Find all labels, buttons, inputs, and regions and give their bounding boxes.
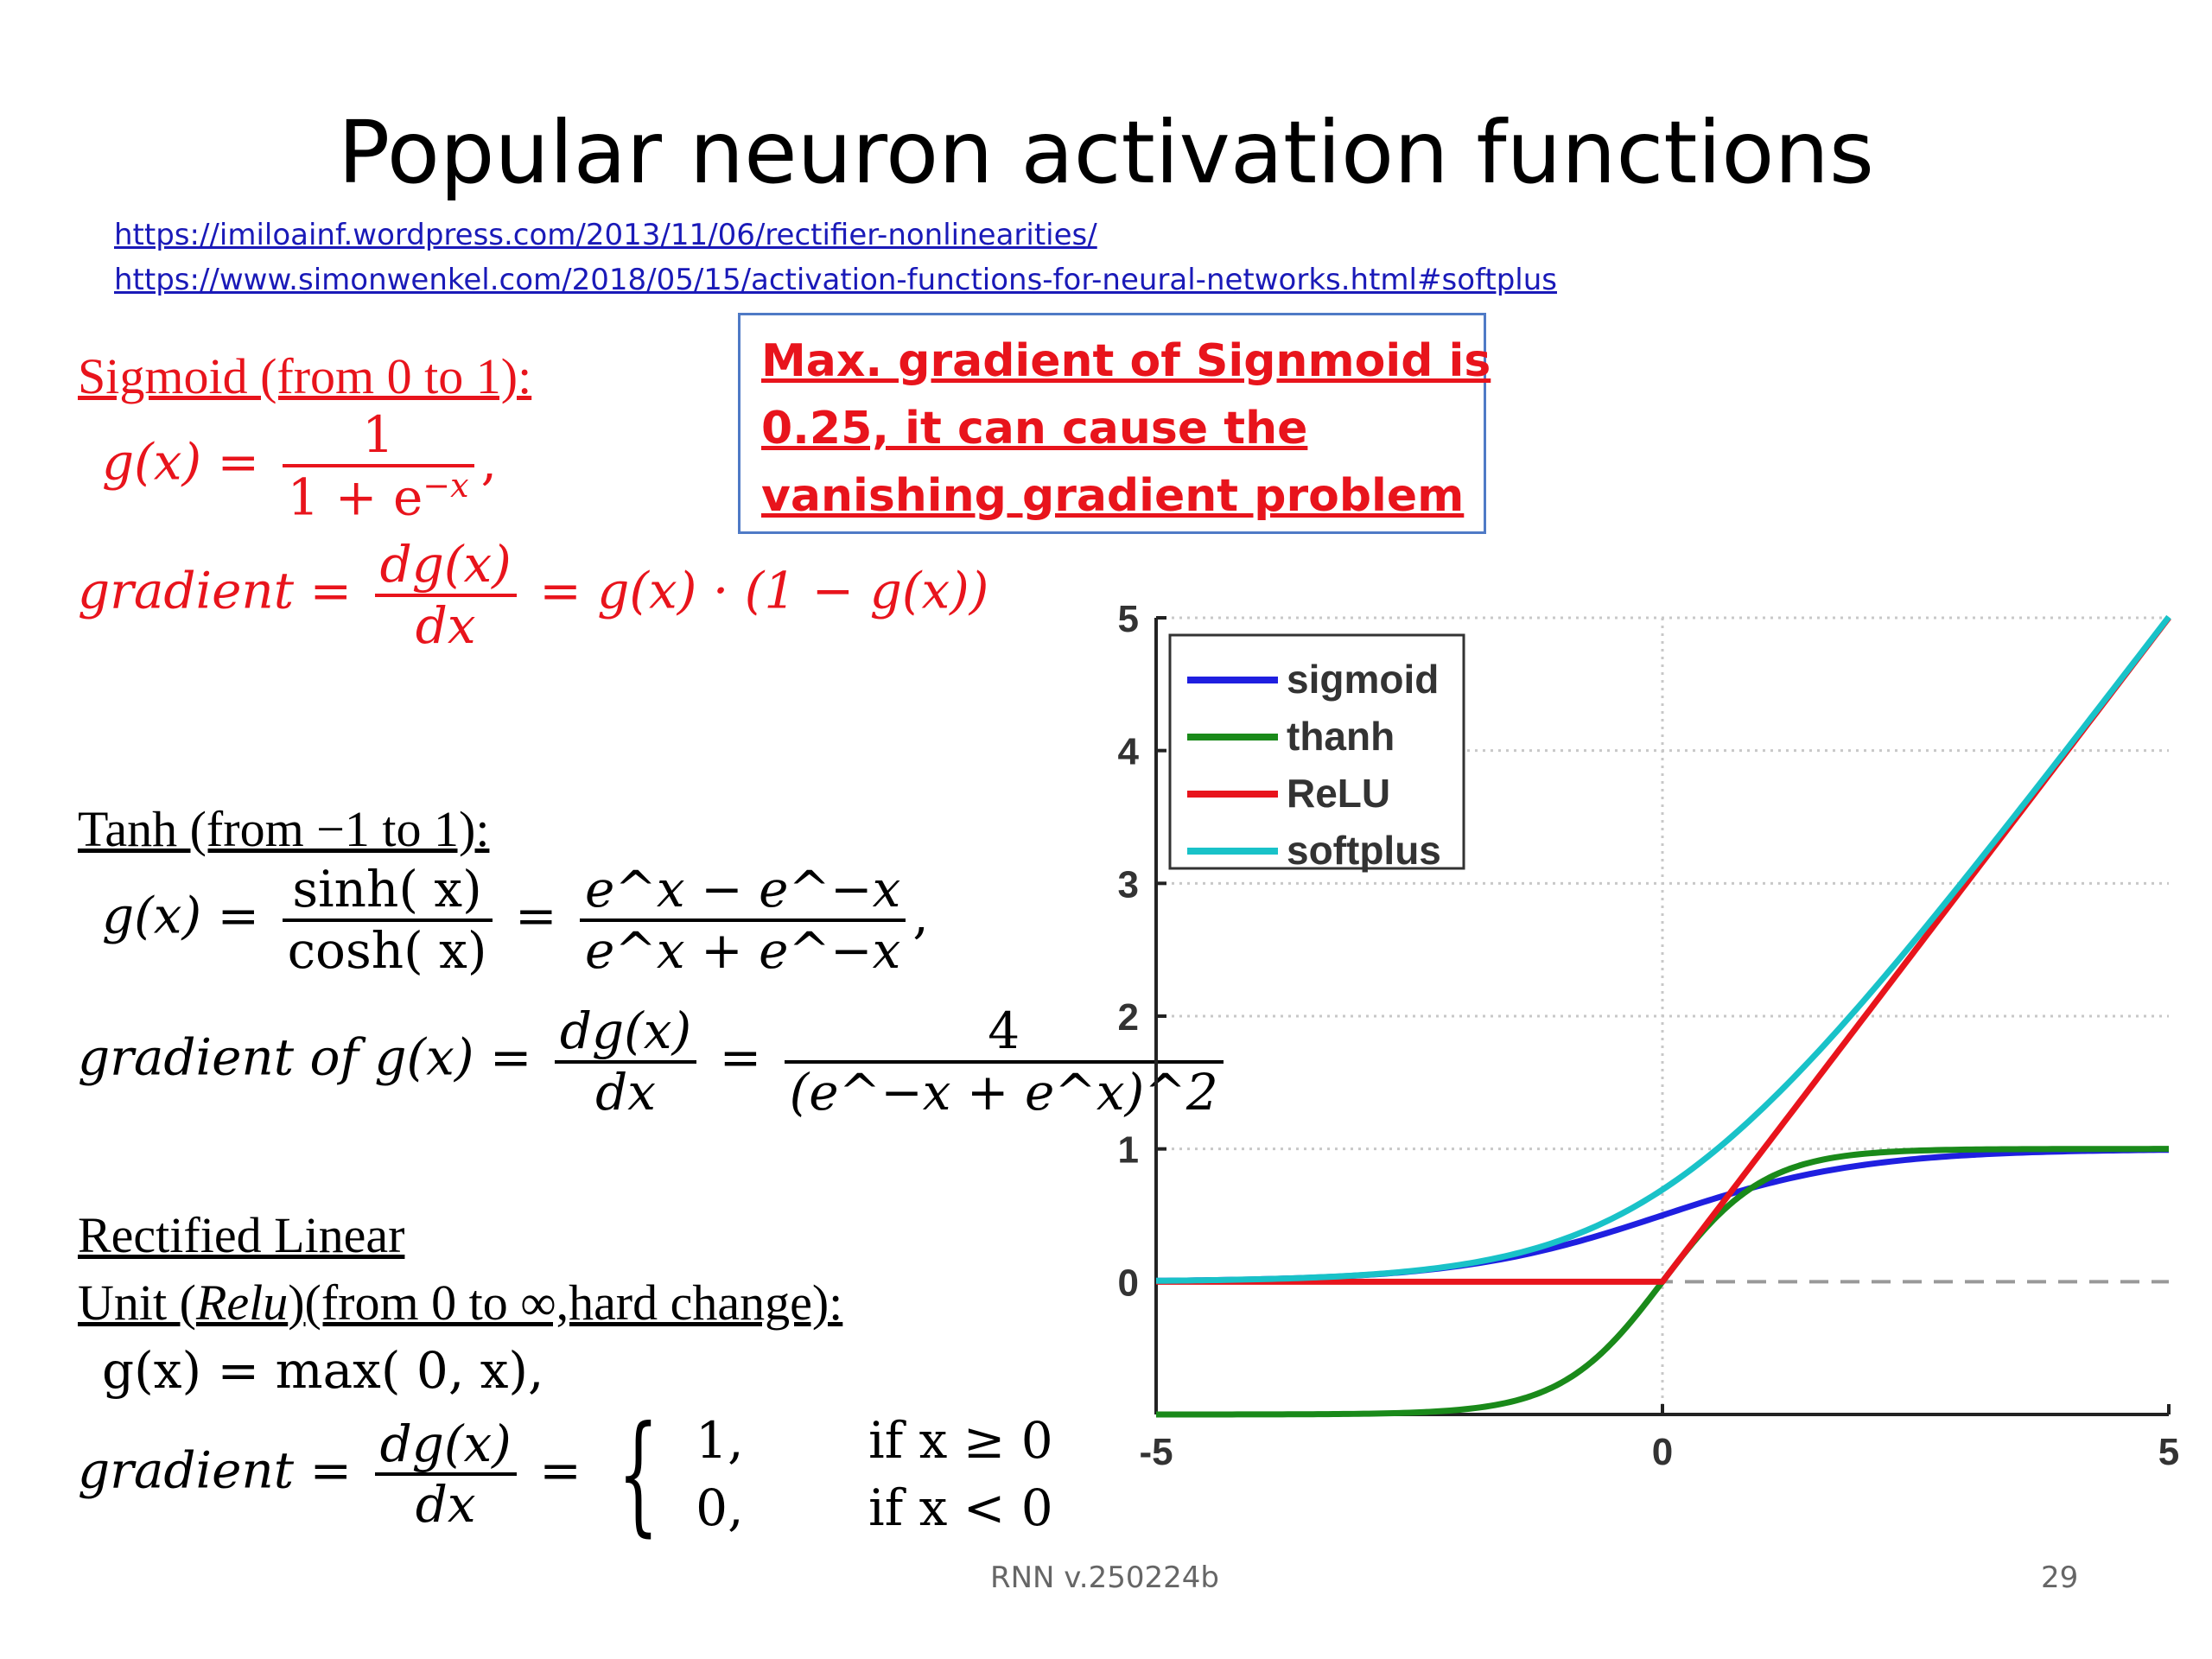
tanh-heading: Tanh (from −1 to 1): xyxy=(78,801,490,857)
sigmoid-gradient-rhs: = g(x) · (1 − g(x)) xyxy=(539,561,989,620)
cases-brace: { xyxy=(618,1399,659,1550)
legend-label-sigmoid: sigmoid xyxy=(1287,657,1439,702)
relu-gradient: gradient = dg(x) dx = { 1, if x ≥ 0 0, if … xyxy=(78,1399,1053,1550)
sigmoid-gradient: gradient = dg(x) dx = g(x) · (1 − g(x)) xyxy=(78,536,988,654)
sigmoid-heading: Sigmoid (from 0 to 1): xyxy=(78,348,532,404)
sigmoid-formula: g(x) = 1 1 + e−x , xyxy=(102,405,497,527)
y-tick-label: 3 xyxy=(1118,863,1139,906)
activation-functions-chart: 0 1 2 3 4 5 -5 0 5 sigmoid thanh ReLU softplus xyxy=(1118,598,2180,1473)
reference-link-1[interactable]: https://imiloainf.wordpress.com/2013/11/… xyxy=(114,218,1097,252)
tanh-formula: g(x) = sinh( x) cosh( x) = e^x − e^−x e^… xyxy=(102,860,929,980)
tanh-gradient: gradient of g(x) = dg(x) dx = 4 (e^−x + … xyxy=(78,1002,1230,1121)
callout-line-2: 0.25, it can cause the xyxy=(761,403,1308,454)
relu-heading-1: Rectified Linear xyxy=(78,1207,405,1263)
y-tick-label: 1 xyxy=(1118,1129,1139,1172)
relu-formula: g(x) = max( 0, x), xyxy=(102,1341,544,1400)
relu-heading-2: Unit (Relu)(from 0 to ∞,hard change): xyxy=(78,1274,843,1331)
legend-box xyxy=(1168,633,1465,870)
relu-cases: 1, if x ≥ 0 0, if x < 0 xyxy=(696,1411,1053,1538)
page-number: 29 xyxy=(2041,1560,2079,1595)
tanh-fraction-1: sinh( x) cosh( x) xyxy=(282,861,493,979)
y-tick-label: 2 xyxy=(1118,996,1139,1039)
sigmoid-numerator: 1 xyxy=(282,406,474,467)
x-tick-label: 0 xyxy=(1652,1431,1673,1473)
y-tick-label: 0 xyxy=(1118,1262,1139,1304)
sigmoid-lhs: g(x) = xyxy=(102,432,260,492)
tanh-fraction-2: e^x − e^−x e^x + e^−x xyxy=(580,861,906,979)
sigmoid-gradient-lhs: gradient = xyxy=(78,561,353,620)
callout-line-1: Max. gradient of Signmoid is xyxy=(761,335,1491,387)
sigmoid-gradient-fraction: dg(x) dx xyxy=(374,536,517,654)
series-line-sigmoid xyxy=(1155,1147,2170,1284)
footer-version: RNN v.250224b xyxy=(990,1560,1219,1595)
reference-link-2[interactable]: https://www.simonwenkel.com/2018/05/15/a… xyxy=(114,263,1557,297)
y-tick-label: 4 xyxy=(1118,731,1140,773)
legend-label-relu: ReLU xyxy=(1287,771,1390,816)
y-tick-label: 5 xyxy=(1118,598,1139,640)
x-tick-label: 5 xyxy=(2158,1431,2179,1473)
sigmoid-denominator: 1 + e−x xyxy=(287,466,469,527)
vanishing-gradient-callout: Max. gradient of Signmoid is 0.25, it ca… xyxy=(738,313,1491,534)
legend-label-thanh: thanh xyxy=(1287,714,1395,759)
sigmoid-fraction: 1 1 + e−x xyxy=(282,406,474,527)
slide-title: Popular neuron activation functions xyxy=(338,102,1874,203)
x-tick-label: -5 xyxy=(1139,1431,1173,1473)
legend-label-softplus: softplus xyxy=(1287,828,1441,873)
series-line-softplus xyxy=(1155,614,2171,1284)
callout-line-3: vanishing gradient problem xyxy=(761,470,1465,522)
